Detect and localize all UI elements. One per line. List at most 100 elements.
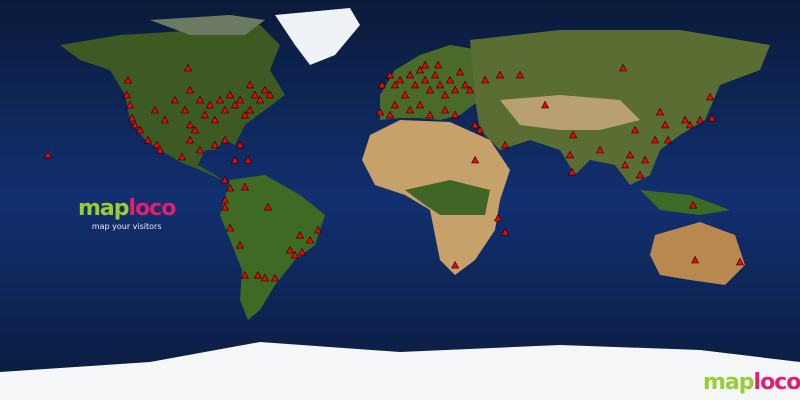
visitor-marker-triangle-icon — [565, 150, 575, 159]
visitor-marker-triangle-icon — [265, 90, 275, 99]
visitor-marker-triangle-icon — [475, 125, 485, 134]
visitor-marker-triangle-icon — [569, 130, 578, 139]
visitor-marker-triangle-icon — [260, 85, 269, 94]
visitor-marker-triangle-icon — [123, 75, 133, 84]
visitor-marker-triangle-icon — [210, 140, 219, 149]
visitor-marker-triangle-icon — [225, 90, 235, 99]
visitor-marker-triangle-icon — [411, 80, 420, 89]
visitor-marker-triangle-icon — [130, 120, 139, 129]
visitor-marker-triangle-icon — [421, 75, 430, 84]
australia — [650, 222, 745, 285]
visitor-marker-triangle-icon — [297, 247, 307, 256]
visitor-marker-triangle-icon — [471, 120, 480, 129]
central-asia-desert — [500, 95, 640, 130]
visitor-marker-triangle-icon — [655, 107, 665, 116]
canada-arctic — [150, 15, 265, 35]
visitor-marker-triangle-icon — [375, 107, 385, 116]
visitor-marker-triangle-icon — [621, 160, 630, 169]
visitor-marker-triangle-icon — [200, 110, 209, 119]
visitor-marker-triangle-icon — [285, 245, 295, 254]
visitor-marker-triangle-icon — [465, 85, 475, 94]
visitor-marker-triangle-icon — [451, 85, 460, 94]
logo-word-map: map — [78, 196, 130, 221]
visitor-marker-triangle-icon — [390, 100, 399, 109]
south-america — [220, 175, 325, 320]
visitor-marker-triangle-icon — [431, 70, 440, 79]
visitor-marker-triangle-icon — [663, 135, 673, 144]
visitor-marker-triangle-icon — [150, 105, 159, 114]
visitor-marker-triangle-icon — [240, 270, 249, 279]
visitor-marker-triangle-icon — [235, 240, 245, 249]
visitor-marker-triangle-icon — [493, 213, 503, 222]
visitor-marker-triangle-icon — [451, 110, 460, 119]
visitor-marker-triangle-icon — [245, 80, 255, 89]
visitor-marker-triangle-icon — [405, 105, 415, 114]
visitor-marker-triangle-icon — [415, 100, 425, 109]
visitor-marker-triangle-icon — [425, 85, 435, 94]
visitor-marker-triangle-icon — [295, 230, 305, 239]
visitor-marker-triangle-icon — [255, 95, 265, 104]
europe — [380, 45, 480, 120]
visitor-marker-triangle-icon — [225, 183, 235, 192]
visitor-marker-triangle-icon — [290, 250, 299, 259]
visitor-marker-triangle-icon — [195, 95, 205, 104]
visitor-marker-triangle-icon — [185, 135, 195, 144]
visitor-marker-triangle-icon — [377, 80, 387, 89]
visitor-marker-triangle-icon — [180, 105, 189, 114]
visitor-marker-triangle-icon — [567, 167, 577, 176]
visitor-marker-triangle-icon — [501, 227, 510, 236]
visitor-marker-triangle-icon — [305, 235, 315, 244]
visitor-marker-triangle-icon — [401, 90, 410, 99]
visitor-marker-triangle-icon — [135, 125, 145, 134]
visitor-marker-triangle-icon — [685, 120, 695, 129]
central-africa-forest — [405, 180, 490, 215]
visitor-marker-triangle-icon — [125, 100, 135, 109]
visitor-marker-triangle-icon — [220, 202, 229, 211]
visitor-marker-triangle-icon — [235, 140, 245, 149]
visitor-marker-triangle-icon — [127, 113, 137, 122]
visitor-marker-triangle-icon — [471, 155, 480, 164]
visitor-marker-triangle-icon — [210, 115, 219, 124]
visitor-marker-triangle-icon — [501, 140, 510, 149]
corner-logo[interactable]: maploco — [703, 372, 800, 394]
continents — [0, 8, 800, 400]
visitor-marker-triangle-icon — [270, 273, 279, 282]
visitor-marker-triangle-icon — [635, 170, 645, 179]
visitor-marker-triangle-icon — [691, 255, 700, 264]
visitor-marker-triangle-icon — [185, 85, 195, 94]
visitor-marker-triangle-icon — [313, 225, 323, 234]
visitor-marker-triangle-icon — [595, 145, 605, 154]
maploco-logo[interactable]: maploco map your visitors — [78, 196, 176, 232]
visitor-marker-triangle-icon — [235, 95, 245, 104]
visitor-marker-triangle-icon — [230, 155, 239, 164]
visitor-marker-triangle-icon — [185, 120, 195, 129]
visitor-marker-triangle-icon — [250, 90, 259, 99]
corner-logo-word-map: map — [703, 370, 755, 395]
corner-logo-word-loco: loco — [753, 370, 800, 395]
visitor-marker-triangle-icon — [425, 110, 435, 119]
visitor-marker-triangle-icon — [152, 140, 161, 149]
visitor-marker-triangle-icon — [240, 110, 249, 119]
visitor-marker-triangle-icon — [515, 70, 525, 79]
greenland — [275, 8, 360, 65]
visitor-marker-triangle-icon — [435, 80, 445, 89]
visitor-marker-triangle-icon — [183, 63, 193, 72]
visitor-marker-triangle-icon — [245, 105, 255, 114]
visitor-marker-triangle-icon — [705, 92, 715, 101]
visitor-marker-triangle-icon — [190, 125, 199, 134]
visitor-marker-triangle-icon — [243, 155, 253, 164]
logo-tagline: map your visitors — [91, 222, 162, 231]
visitor-marker-triangle-icon — [455, 67, 465, 76]
visitor-marker-triangle-icon — [155, 145, 165, 154]
visitor-marker-triangle-icon — [495, 70, 505, 79]
visitor-marker-triangle-icon — [177, 152, 187, 161]
visitor-marker-triangle-icon — [215, 95, 225, 104]
visitor-marker-triangle-icon — [170, 95, 179, 104]
visitor-marker-triangle-icon — [43, 150, 53, 159]
visitor-marker-triangle-icon — [481, 75, 490, 84]
visitor-marker-triangle-icon — [253, 270, 263, 279]
visitor-marker-triangle-icon — [415, 65, 425, 74]
visitor-marker-triangle-icon — [220, 175, 229, 184]
visitor-marker-triangle-icon — [461, 80, 470, 89]
